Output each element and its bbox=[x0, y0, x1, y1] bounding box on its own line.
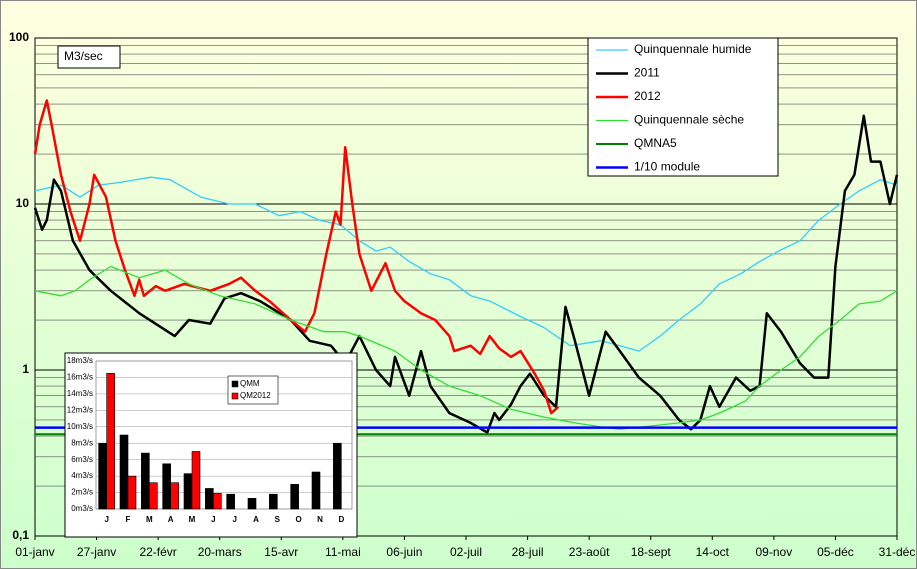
y-tick-label: 10 bbox=[16, 196, 30, 210]
inset-bar bbox=[149, 482, 158, 510]
inset-legend-label: QMM bbox=[240, 379, 260, 388]
x-tick-label: 22-févr bbox=[139, 545, 176, 559]
x-tick-label: 15-avr bbox=[264, 545, 298, 559]
inset-x-tick-label: A bbox=[253, 515, 259, 524]
y-tick-label: 1 bbox=[22, 362, 29, 376]
inset-bar bbox=[191, 451, 201, 510]
inset-bar bbox=[119, 434, 129, 510]
inset-bar bbox=[127, 475, 137, 510]
inset-bar bbox=[183, 473, 193, 510]
legend-label: Quinquennale sèche bbox=[634, 113, 744, 127]
inset-legend-swatch bbox=[231, 392, 239, 400]
series-line bbox=[33, 99, 560, 415]
inset-y-tick-label: 8m3/s bbox=[71, 438, 93, 447]
legend-label: 2012 bbox=[634, 89, 661, 103]
x-tick-label: 11-mai bbox=[325, 545, 361, 559]
inset-bar bbox=[333, 442, 342, 510]
inset-bar bbox=[106, 373, 115, 510]
inset-x-tick-label: N bbox=[317, 515, 323, 524]
inset-x-tick-label: J bbox=[211, 515, 215, 524]
inset-y-tick-label: 14m3/s bbox=[67, 389, 93, 398]
series-line bbox=[34, 265, 898, 430]
inset-y-tick-label: 4m3/s bbox=[71, 471, 93, 480]
inset-x-tick-label: J bbox=[232, 515, 236, 524]
inset-bar bbox=[141, 452, 150, 510]
inset-y-tick-label: 12m3/s bbox=[67, 405, 93, 414]
inset-y-tick-label: 6m3/s bbox=[71, 455, 93, 464]
inset-legend-swatch bbox=[231, 380, 239, 388]
x-tick-label: 06-juin bbox=[386, 545, 422, 559]
x-tick-label: 20-mars bbox=[198, 545, 242, 559]
x-tick-label: 14-oct bbox=[696, 545, 730, 559]
x-tick-label: 05-déc bbox=[817, 545, 854, 559]
inset-y-tick-label: 16m3/s bbox=[67, 373, 93, 382]
inset-x-tick-label: D bbox=[338, 515, 344, 524]
x-tick-label: 09-nov bbox=[756, 545, 793, 559]
inset-x-tick-label: A bbox=[168, 515, 174, 524]
series-line bbox=[33, 114, 899, 434]
inset-bar bbox=[213, 493, 222, 510]
inset-bar bbox=[98, 442, 107, 510]
x-tick-label: 31-déc bbox=[879, 545, 916, 559]
inset-x-tick-label: J bbox=[104, 515, 108, 524]
inset-bar bbox=[170, 482, 179, 510]
y-tick-label: 0,1 bbox=[12, 528, 29, 542]
x-tick-label: 27-janv bbox=[77, 545, 116, 559]
inset-y-tick-label: 18m3/s bbox=[67, 356, 93, 365]
inset-x-tick-label: S bbox=[275, 515, 281, 524]
inset-x-tick-label: O bbox=[296, 515, 302, 524]
inset-bar bbox=[226, 493, 235, 510]
legend-label: Quinquennale humide bbox=[634, 42, 752, 56]
series-line bbox=[34, 176, 898, 352]
x-tick-label: 23-août bbox=[569, 545, 610, 559]
inset-legend-box bbox=[227, 375, 279, 405]
y-unit-label: M3/sec bbox=[64, 49, 103, 63]
inset-y-tick-label: 0m3/s bbox=[71, 504, 93, 513]
inset-x-tick-label: F bbox=[126, 515, 131, 524]
inset-bar bbox=[290, 484, 299, 510]
y-tick-label: 100 bbox=[9, 30, 29, 44]
inset-bar bbox=[247, 498, 257, 510]
inset-plot-frame bbox=[95, 360, 353, 510]
inset-x-tick-label: M bbox=[189, 515, 196, 524]
unit-box bbox=[57, 45, 121, 69]
inset-y-tick-label: 2m3/s bbox=[71, 488, 93, 497]
inset-y-tick-label: 10m3/s bbox=[67, 422, 93, 431]
x-tick-label: 28-juil bbox=[512, 545, 544, 559]
inset-bar bbox=[205, 488, 214, 510]
inset-bar bbox=[311, 471, 321, 510]
x-tick-label: 02-juil bbox=[450, 545, 482, 559]
inset-bar bbox=[162, 463, 171, 510]
inset-x-tick-label: M bbox=[146, 515, 153, 524]
x-tick-label: 01-janv bbox=[15, 545, 54, 559]
x-tick-label: 18-sept bbox=[631, 545, 672, 559]
inset-bar bbox=[269, 493, 278, 510]
legend-label: QMNA5 bbox=[634, 136, 677, 150]
inset-legend-label: QM2012 bbox=[240, 391, 271, 400]
legend-label: 2011 bbox=[634, 66, 660, 80]
legend-box bbox=[587, 37, 779, 177]
legend-label: 1/10 module bbox=[634, 160, 700, 174]
